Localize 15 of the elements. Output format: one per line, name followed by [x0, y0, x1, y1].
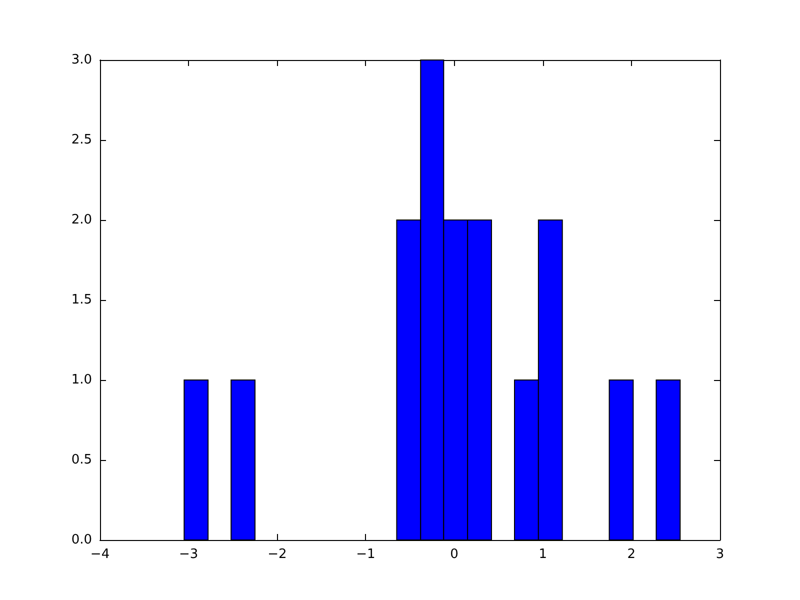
y-tick-label: 1.5 — [71, 292, 92, 308]
x-tick-label: −2 — [268, 547, 287, 562]
y-tick-label: 1.0 — [71, 372, 92, 388]
x-tick-label: 1 — [538, 547, 547, 562]
y-tick-label: 0.5 — [71, 452, 92, 468]
x-tick-label: 3 — [716, 547, 724, 562]
y-tick-label: 0.0 — [71, 532, 92, 548]
x-tick-label: −4 — [90, 547, 110, 562]
x-tick-label: 0 — [450, 547, 458, 562]
y-tick-label: 3.0 — [71, 52, 92, 68]
x-tick-label: 2 — [627, 547, 636, 562]
x-tick-label: −1 — [356, 547, 376, 562]
y-tick-label: 2.0 — [71, 212, 92, 228]
x-tick-label: −3 — [178, 547, 198, 562]
y-tick-label: 2.5 — [71, 132, 92, 148]
